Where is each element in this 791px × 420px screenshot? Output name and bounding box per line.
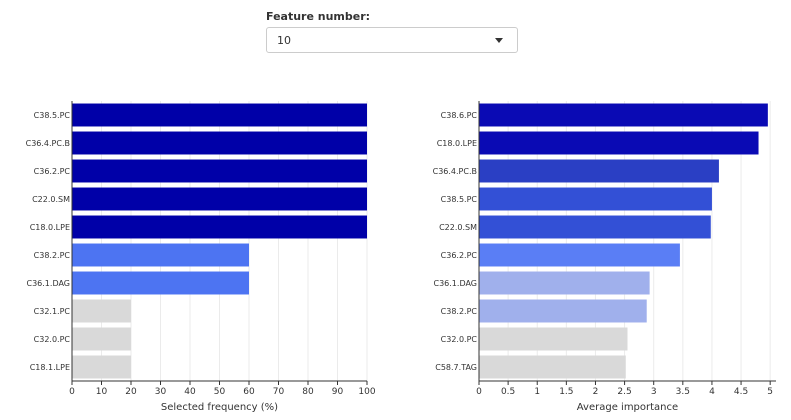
x-tick-label: 3.5 (676, 387, 690, 397)
category-label: C36.2.PC (441, 251, 478, 260)
bar-c32-0-pc[interactable] (479, 327, 628, 351)
category-label: C36.2.PC (34, 167, 71, 176)
x-tick-label: 4.5 (734, 387, 748, 397)
bar-c36-4-pc-b[interactable] (479, 159, 719, 183)
bar-c38-5-pc[interactable] (72, 103, 367, 127)
category-label: C38.5.PC (441, 195, 478, 204)
feature-number-value: 10 (277, 33, 291, 47)
average-importance-chart: 0 0.5 1 1.5 2 2.5 3 3.5 4 4.5 5 C38.6.PC C18.0.LPE C3… (433, 101, 776, 413)
bar-c58-7-tag[interactable] (479, 355, 626, 379)
x-tick-label: 20 (125, 387, 137, 397)
average-importance-axis-title: Average importance (577, 402, 678, 413)
bar-c18-1-lpe[interactable] (72, 355, 131, 379)
x-tick-label: 30 (155, 387, 167, 397)
category-label: C36.1.DAG (434, 279, 478, 288)
x-tick-label: 3 (651, 387, 657, 397)
bar-c18-0-lpe[interactable] (479, 131, 759, 155)
bar-c38-5-pc[interactable] (479, 187, 712, 211)
bar-c36-2-pc[interactable] (72, 159, 367, 183)
category-label: C38.2.PC (441, 307, 478, 316)
x-tick-label: 60 (243, 387, 255, 397)
bar-c32-1-pc[interactable] (72, 299, 131, 323)
category-label: C22.0.SM (439, 223, 477, 232)
x-tick-label: 100 (358, 387, 375, 397)
feature-number-select[interactable]: 10 (266, 27, 518, 53)
category-label: C32.0.PC (441, 335, 478, 344)
x-tick-label: 70 (273, 387, 285, 397)
bar-c32-0-pc[interactable] (72, 327, 131, 351)
category-label: C22.0.SM (32, 195, 70, 204)
category-label: C36.4.PC.B (26, 139, 70, 148)
x-tick-label: 1 (534, 387, 540, 397)
x-tick-label: 0.5 (501, 387, 515, 397)
bar-c36-1-dag[interactable] (479, 271, 650, 295)
category-label: C36.1.DAG (27, 279, 71, 288)
x-tick-label: 50 (214, 387, 226, 397)
x-tick-label: 40 (184, 387, 196, 397)
x-tick-label: 1.5 (559, 387, 573, 397)
x-tick-label: 5 (767, 387, 773, 397)
category-label: C38.2.PC (34, 251, 71, 260)
bar-c36-4-pc-b[interactable] (72, 131, 367, 155)
x-tick-label: 10 (96, 387, 108, 397)
bar-c38-2-pc[interactable] (479, 299, 647, 323)
selected-frequency-axis-title: Selected frequency (%) (161, 402, 278, 413)
bar-c36-1-dag[interactable] (72, 271, 249, 295)
category-label: C18.1.LPE (30, 363, 70, 372)
caret-down-icon (495, 37, 503, 43)
category-label: C18.0.LPE (437, 139, 477, 148)
category-label: C32.1.PC (34, 307, 71, 316)
category-label: C18.0.LPE (30, 223, 70, 232)
bar-c38-6-pc[interactable] (479, 103, 768, 127)
bar-c38-2-pc[interactable] (72, 243, 249, 267)
x-tick-label: 90 (332, 387, 344, 397)
x-tick-label: 2.5 (617, 387, 631, 397)
category-label: C32.0.PC (34, 335, 71, 344)
bar-c36-2-pc[interactable] (479, 243, 680, 267)
bar-c22-0-sm[interactable] (479, 215, 711, 239)
category-label: C38.5.PC (34, 111, 71, 120)
x-tick-label: 4 (709, 387, 715, 397)
bar-c18-0-lpe[interactable] (72, 215, 367, 239)
category-label: C58.7.TAG (435, 363, 477, 372)
bar-c22-0-sm[interactable] (72, 187, 367, 211)
x-tick-label: 0 (476, 387, 482, 397)
feature-number-label: Feature number: (266, 10, 371, 23)
category-label: C38.6.PC (441, 111, 478, 120)
selected-frequency-chart: 0 10 20 30 40 50 60 70 80 90 100 C38.5.PC C36.4.PC.B… (26, 101, 376, 413)
x-tick-label: 2 (593, 387, 599, 397)
category-label: C36.4.PC.B (433, 167, 477, 176)
x-tick-label: 0 (69, 387, 75, 397)
x-tick-label: 80 (302, 387, 314, 397)
feature-number-control: Feature number: 10 (266, 10, 518, 53)
